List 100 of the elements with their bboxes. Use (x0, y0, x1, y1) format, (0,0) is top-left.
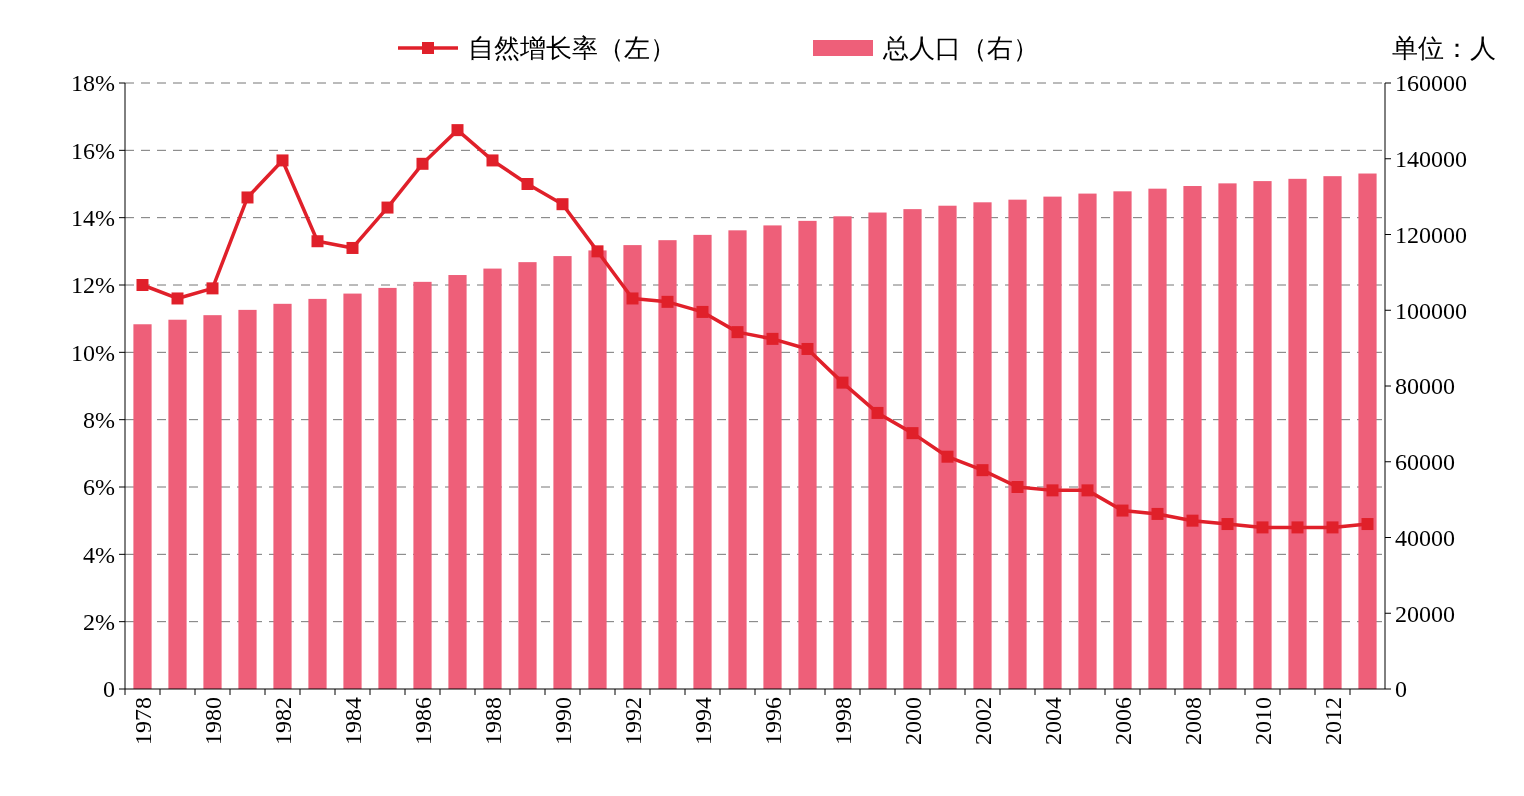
point (1151, 507, 1164, 520)
bar (693, 234, 712, 689)
point (871, 406, 884, 419)
x-tick-label: 1998 (829, 697, 856, 745)
point (276, 154, 289, 167)
point (976, 464, 989, 477)
bar (1113, 191, 1132, 689)
bar (833, 216, 852, 689)
point (451, 124, 464, 137)
bar (273, 303, 292, 689)
point (416, 157, 429, 170)
point (206, 282, 219, 295)
legend-label: 总人口（右） (882, 34, 1039, 64)
y2-tick-label: 120000 (1395, 221, 1467, 248)
y2-tick-label: 0 (1395, 676, 1407, 703)
x-tick-label: 1978 (129, 697, 156, 745)
point (1046, 484, 1059, 497)
legend-label: 自然增长率（左） (468, 34, 676, 64)
point (1221, 518, 1234, 531)
bar (1078, 193, 1097, 689)
point (731, 326, 744, 339)
point (1081, 484, 1094, 497)
x-tick-label: 1990 (549, 697, 576, 745)
y-tick-label: 16% (71, 137, 115, 164)
bar (798, 220, 817, 689)
bar (1043, 196, 1062, 689)
y2-tick-label: 140000 (1395, 146, 1467, 173)
x-tick-label: 2012 (1319, 697, 1346, 745)
y-tick-label: 18% (71, 70, 115, 97)
bar (588, 250, 607, 689)
point (661, 295, 674, 308)
bar (973, 202, 992, 689)
point (591, 245, 604, 258)
point (1186, 514, 1199, 527)
y2-tick-label: 40000 (1395, 524, 1455, 551)
x-tick-label: 1994 (689, 697, 716, 745)
x-tick-label: 2002 (969, 697, 996, 745)
x-tick-label: 1980 (199, 697, 226, 745)
point (521, 178, 534, 190)
point (136, 279, 149, 291)
bar (1008, 199, 1027, 689)
point (1326, 521, 1339, 534)
bar (378, 287, 397, 689)
y-tick-label: 12% (71, 272, 115, 299)
y-tick-label: 2% (83, 609, 115, 636)
y2-tick-label: 60000 (1395, 449, 1455, 476)
text: 单位：人 (1392, 34, 1496, 64)
bar (938, 205, 957, 689)
bar (868, 212, 887, 689)
y-tick-label: 4% (83, 541, 115, 568)
y2-tick-label: 20000 (1395, 600, 1455, 627)
point (1361, 518, 1374, 531)
x-tick-label: 1982 (269, 697, 296, 745)
x-tick-label: 1986 (409, 697, 436, 745)
bar (483, 268, 502, 689)
bar (763, 225, 782, 689)
point (1256, 521, 1269, 534)
bar (413, 281, 432, 689)
bar (203, 315, 222, 689)
bar (448, 275, 467, 689)
bar (1253, 181, 1272, 689)
bar (728, 230, 747, 689)
x-tick-label: 2000 (899, 697, 926, 745)
bar (343, 293, 362, 689)
point (1011, 481, 1024, 493)
y-tick-label: 10% (71, 339, 115, 366)
x-tick-label: 2008 (1179, 697, 1206, 745)
bar (1288, 178, 1307, 689)
x-tick-label: 1984 (339, 697, 366, 745)
point (171, 292, 184, 305)
point (626, 292, 639, 305)
point (801, 342, 814, 355)
y-tick-label: 0 (103, 676, 115, 703)
y-tick-label: 6% (83, 474, 115, 501)
bar (518, 262, 537, 689)
y2-tick-label: 80000 (1395, 373, 1455, 400)
y2-tick-label: 100000 (1395, 297, 1467, 324)
y-tick-label: 14% (71, 205, 115, 232)
bar (168, 319, 187, 689)
bar (238, 309, 257, 689)
point (241, 191, 254, 204)
bar (1148, 188, 1167, 689)
point (1116, 504, 1129, 517)
bar (623, 245, 642, 689)
point (381, 201, 394, 214)
bar (1183, 186, 1202, 689)
bar (553, 256, 572, 689)
point (941, 450, 954, 463)
point (311, 235, 324, 248)
x-tick-label: 2004 (1039, 697, 1066, 745)
bar (1218, 183, 1237, 689)
bar (308, 298, 327, 689)
x-tick-label: 2006 (1109, 697, 1136, 745)
x-tick-label: 1996 (759, 697, 786, 745)
bar (1358, 173, 1377, 689)
point (1291, 521, 1304, 534)
x-tick-label: 2010 (1249, 697, 1276, 745)
point (906, 427, 919, 440)
point (766, 332, 779, 345)
point (696, 305, 709, 318)
